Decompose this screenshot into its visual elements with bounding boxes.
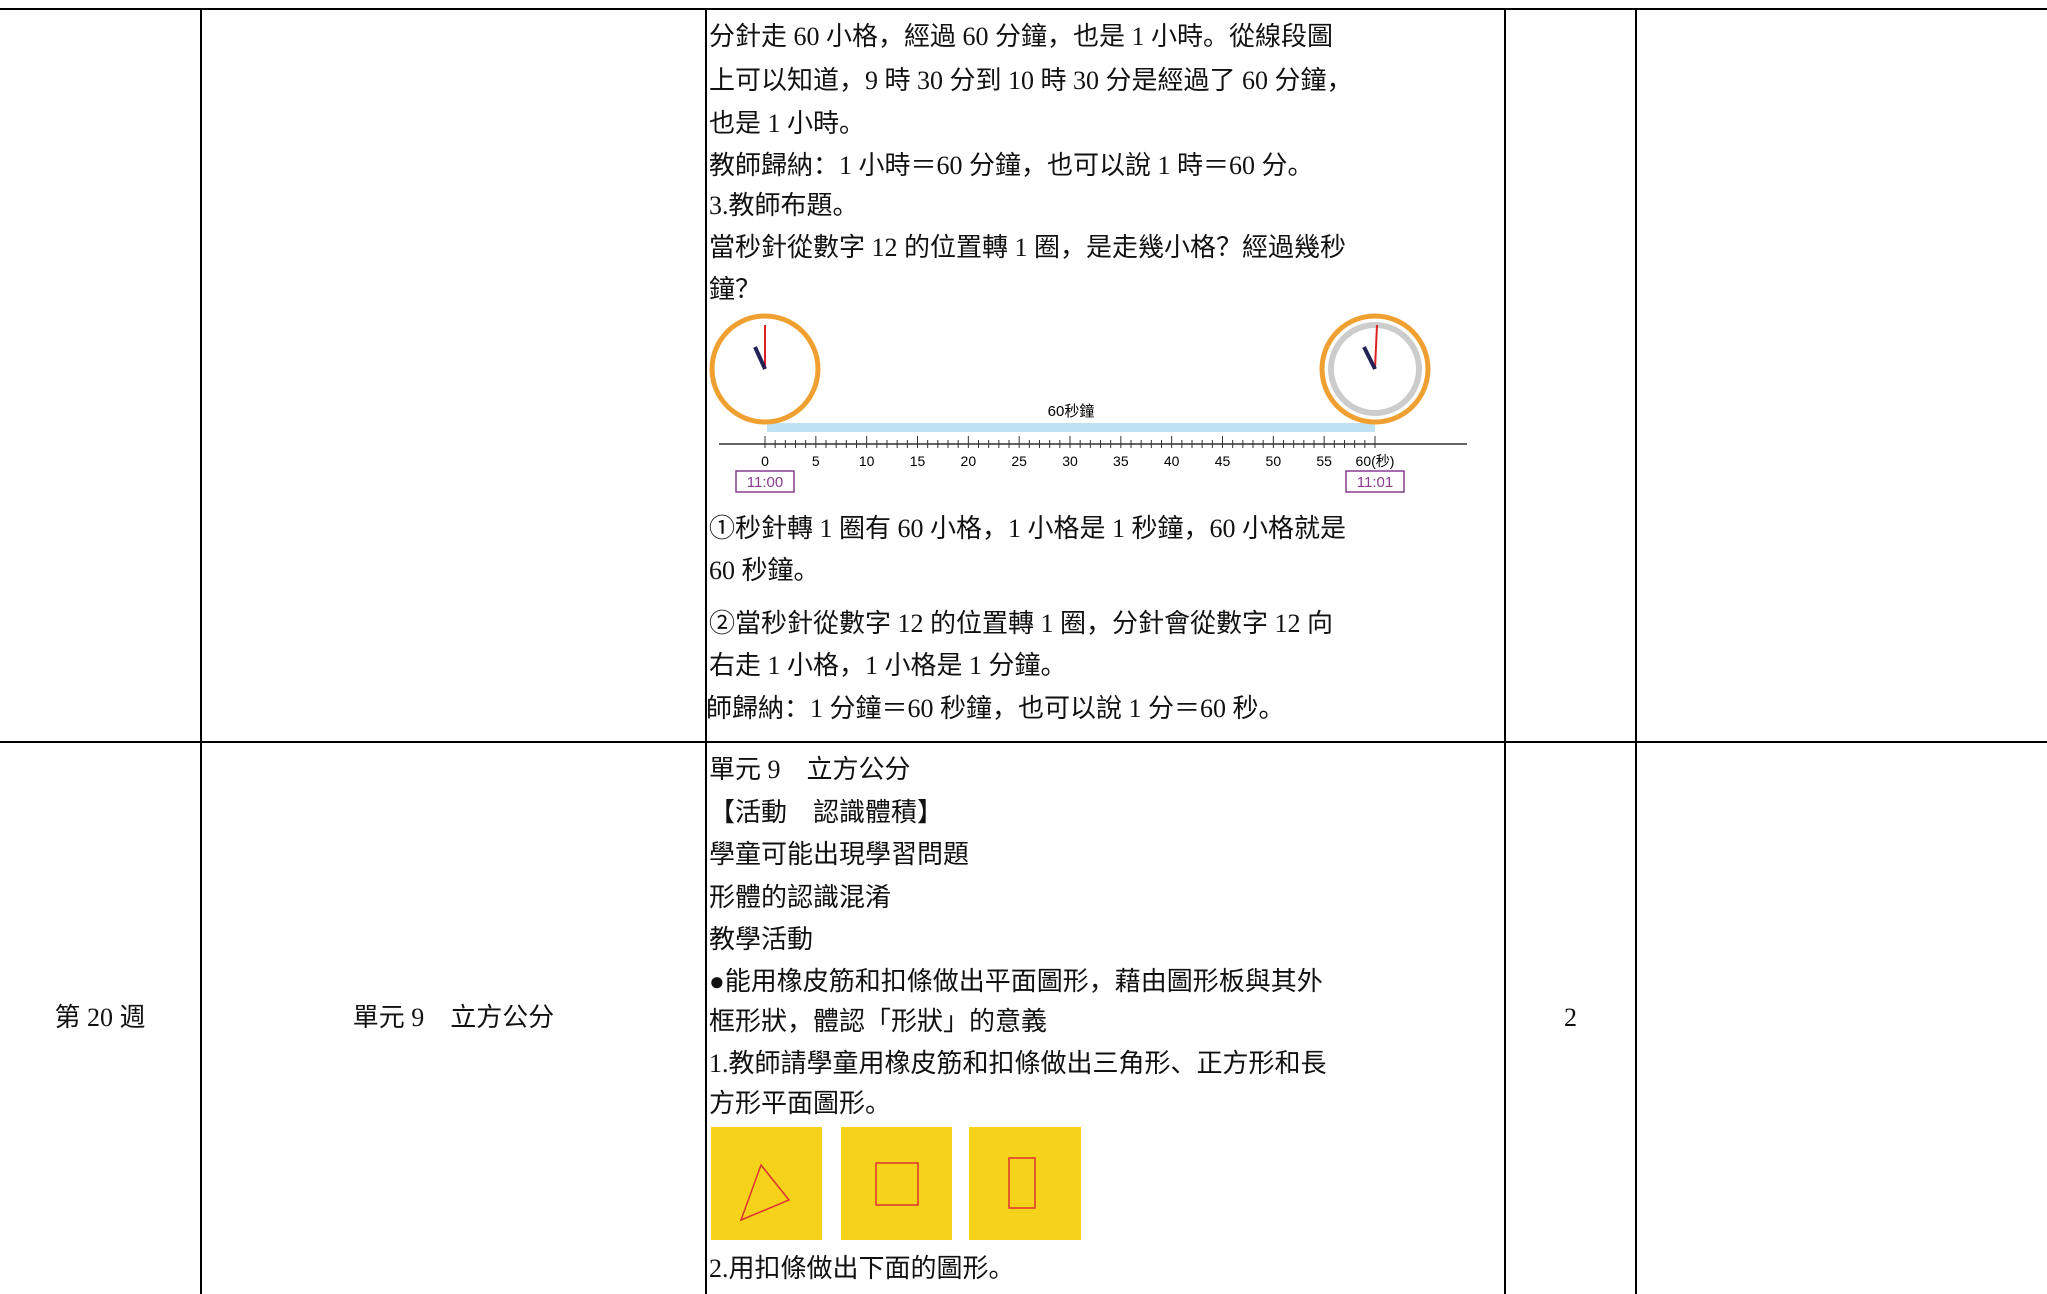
tick-label: 10 <box>859 453 875 469</box>
text-line: 也是 1 小時。 <box>709 109 866 138</box>
text-line: 【活動 認識體積】 <box>709 798 944 827</box>
text-line: 1.教師請學童用橡皮筋和扣條做出三角形、正方形和長 <box>709 1049 1327 1078</box>
tick-label: 15 <box>910 453 926 469</box>
tick-label: 0 <box>761 453 769 469</box>
tick-label: 30 <box>1062 453 1078 469</box>
text-line: 單元 9 立方公分 <box>709 755 911 784</box>
tick-label: 55 <box>1316 453 1332 469</box>
text-line: 學童可能出現學習問題 <box>709 840 970 869</box>
clock <box>709 313 821 425</box>
clock-figure: 60秒鐘 0 5 10 15 20 25 30 35 40 45 50 55 60(秒) 11:00 11:0… <box>709 313 1467 493</box>
time-label: 11:00 <box>747 474 783 491</box>
text-line: 60 秒鐘。 <box>709 556 820 585</box>
border <box>1635 8 1637 1294</box>
text-line: 框形狀，體認「形狀」的意義 <box>709 1007 1048 1036</box>
text-line: 上可以知道，9 時 30 分到 10 時 30 分是經過了 60 分鐘， <box>709 66 1353 95</box>
text-line: ①秒針轉 1 圈有 60 小格，1 小格是 1 秒鐘，60 小格就是 <box>709 514 1347 543</box>
text-line: 師歸納：1 分鐘＝60 秒鐘，也可以說 1 分＝60 秒。 <box>706 694 1285 723</box>
border <box>0 741 2047 743</box>
text-line: 2.用扣條做出下面的圖形。 <box>709 1254 1015 1283</box>
time-box <box>735 470 795 493</box>
text-line: 教師歸納：1 小時＝60 分鐘，也可以說 1 時＝60 分。 <box>709 151 1314 180</box>
tick-label: 60(秒) <box>1356 453 1395 469</box>
tick-label: 45 <box>1215 453 1231 469</box>
time-label: 11:01 <box>1357 474 1393 491</box>
border <box>705 8 707 1294</box>
text-line: 鐘？ <box>709 275 762 304</box>
border <box>1504 8 1506 1294</box>
text-line: 當秒針從數字 12 的位置轉 1 圈，是走幾小格？經過幾秒 <box>709 233 1347 262</box>
text-line: 分針走 60 小格，經過 60 分鐘，也是 1 小時。從線段圖 <box>709 22 1334 51</box>
text-line: 教學活動 <box>709 925 814 954</box>
tick-label: 35 <box>1113 453 1129 469</box>
tick-label: 20 <box>961 453 977 469</box>
text-line: ②當秒針從數字 12 的位置轉 1 圈，分針會從數字 12 向 <box>709 609 1334 638</box>
text-line: 右走 1 小格，1 小格是 1 分鐘。 <box>709 651 1067 680</box>
text-line: 方形平面圖形。 <box>709 1089 892 1118</box>
tick-label: 50 <box>1266 453 1282 469</box>
caption: 60秒鐘 <box>1048 403 1095 420</box>
text-line: 形體的認識混淆 <box>709 883 892 912</box>
border <box>200 8 202 1294</box>
clock <box>1319 313 1431 425</box>
geoboards <box>711 1127 1081 1240</box>
tick-label: 25 <box>1011 453 1027 469</box>
unit: 單元 9 立方公分 <box>352 1003 555 1032</box>
text-line: ●能用橡皮筋和扣條做出平面圖形，藉由圖形板與其外 <box>709 967 1323 996</box>
week: 第 20 週 <box>54 1003 146 1032</box>
tick-label: 40 <box>1164 453 1180 469</box>
hours: 2 <box>1564 1003 1577 1032</box>
border <box>0 8 2047 10</box>
tick-label: 5 <box>812 453 820 469</box>
text-line: 3.教師布題。 <box>709 191 859 220</box>
time-box <box>1345 470 1405 493</box>
